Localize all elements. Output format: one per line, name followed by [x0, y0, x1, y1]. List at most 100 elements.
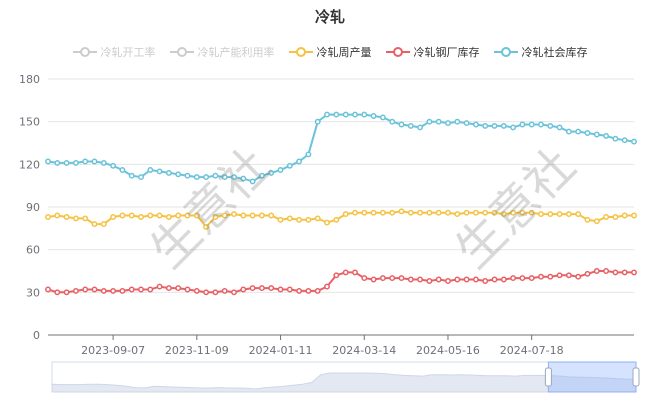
- data-point: [417, 276, 424, 283]
- data-point: [314, 118, 321, 125]
- data-point: [138, 286, 144, 293]
- data-point: [472, 276, 479, 283]
- data-point: [258, 212, 265, 219]
- legend-label: 冷轧钢厂库存: [413, 46, 480, 59]
- data-point: [528, 121, 535, 128]
- data-point: [603, 268, 610, 274]
- data-point: [426, 209, 433, 216]
- data-point: [333, 216, 340, 223]
- data-point: [547, 273, 554, 280]
- data-point: [110, 162, 117, 169]
- data-point: [538, 121, 544, 128]
- legend-label: 冷轧产能利用率: [197, 46, 275, 59]
- data-point: [147, 286, 154, 293]
- data-point: [472, 209, 479, 216]
- data-point: [407, 122, 414, 129]
- data-point: [593, 131, 600, 138]
- data-point: [231, 174, 237, 181]
- data-point: [203, 289, 210, 296]
- legend-item[interactable]: 冷轧开工率: [72, 42, 156, 62]
- data-point: [156, 283, 163, 290]
- data-point: [584, 130, 591, 136]
- data-point: [193, 212, 200, 219]
- data-point: [621, 269, 628, 276]
- data-point: [342, 211, 349, 218]
- data-point: [361, 111, 368, 118]
- data-point: [565, 211, 572, 218]
- data-point: [510, 124, 517, 131]
- data-point: [389, 275, 396, 282]
- data-point: [72, 159, 79, 166]
- data-point: [212, 289, 219, 296]
- legend-item[interactable]: 冷轧周产量: [288, 42, 372, 62]
- data-point: [398, 275, 405, 282]
- data-point: [407, 276, 414, 283]
- data-point: [510, 275, 517, 282]
- data-point: [584, 270, 591, 277]
- data-point: [417, 124, 424, 131]
- data-point: [454, 118, 461, 125]
- data-point: [147, 212, 154, 219]
- data-point: [249, 212, 256, 219]
- data-point: [379, 275, 386, 282]
- data-point: [379, 114, 386, 121]
- x-tick-label: 2024-07-18: [500, 344, 564, 357]
- data-point: [54, 289, 61, 296]
- data-point: [417, 209, 424, 216]
- data-point: [565, 272, 572, 279]
- zoom-handle-right[interactable]: [632, 367, 640, 387]
- data-point: [72, 215, 79, 222]
- legend-marker-icon: [288, 47, 313, 57]
- legend-item[interactable]: 冷轧产能利用率: [169, 42, 275, 62]
- data-point: [370, 209, 377, 216]
- data-point: [361, 209, 368, 216]
- data-point: [231, 211, 237, 218]
- series-line-2: [47, 210, 634, 229]
- data-point: [631, 138, 637, 145]
- zoom-window[interactable]: [547, 361, 637, 393]
- data-point: [361, 275, 368, 282]
- legend-item[interactable]: 冷轧钢厂库存: [385, 42, 480, 62]
- data-point: [575, 128, 582, 135]
- y-tick-label: 120: [19, 158, 40, 171]
- data-point: [165, 169, 172, 176]
- data-point: [286, 215, 293, 222]
- data-point: [575, 273, 582, 280]
- data-point: [342, 111, 349, 118]
- data-point: [45, 286, 51, 293]
- data-point: [612, 135, 619, 142]
- data-point: [175, 212, 182, 219]
- data-point: [603, 214, 610, 220]
- data-point: [258, 172, 265, 179]
- data-point: [500, 122, 507, 129]
- data-point: [165, 285, 172, 292]
- data-point: [100, 221, 107, 228]
- data-point: [324, 219, 330, 226]
- data-point: [193, 174, 200, 181]
- data-point: [398, 208, 405, 215]
- data-point: [110, 214, 117, 220]
- data-point: [482, 278, 489, 284]
- data-point: [556, 272, 563, 279]
- legend-label: 冷轧社会库存: [521, 46, 588, 59]
- data-point: [221, 174, 228, 181]
- data-point: [333, 272, 340, 279]
- data-point: [612, 269, 619, 276]
- data-point: [221, 212, 228, 219]
- chart-legend: 冷轧开工率 冷轧产能利用率 冷轧周产量 冷轧钢厂库存 冷轧社会库存: [0, 42, 660, 62]
- data-point: [631, 212, 637, 219]
- data-point: [63, 159, 70, 166]
- data-point: [110, 287, 117, 294]
- data-point: [175, 285, 182, 292]
- data-point: [547, 211, 554, 218]
- data-point: [463, 209, 470, 216]
- data-point: [203, 174, 210, 181]
- data-point: [54, 212, 61, 219]
- data-point: [277, 216, 284, 223]
- data-point: [482, 209, 489, 216]
- data-point: [593, 268, 600, 274]
- legend-item[interactable]: 冷轧社会库存: [493, 42, 588, 62]
- x-tick-label: 2023-09-07: [81, 344, 145, 357]
- zoom-handle-left[interactable]: [544, 367, 552, 387]
- data-point: [100, 287, 107, 294]
